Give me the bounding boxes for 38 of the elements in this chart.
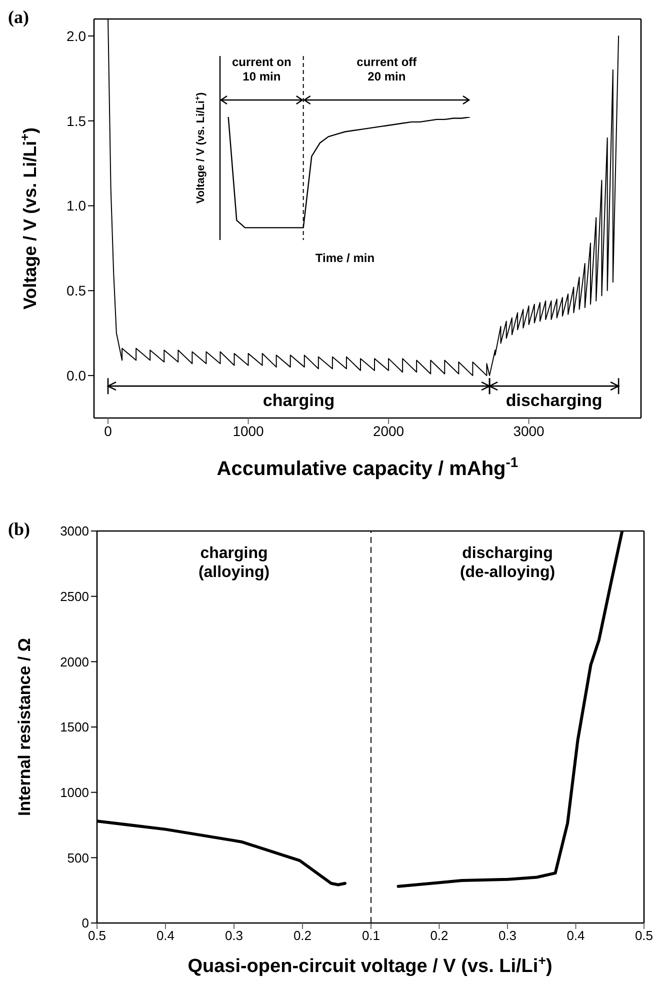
y-tick-label: 0.5 <box>66 282 86 299</box>
annotation: current on 10 min <box>232 55 292 84</box>
x-tick-label: 1000 <box>232 422 264 439</box>
x-tick-label: 0.5 <box>634 928 654 944</box>
x-tick-label: 2000 <box>372 422 404 439</box>
annotation: discharging (de-alloying) <box>460 545 556 582</box>
y-tick-label: 0.0 <box>66 368 86 384</box>
x-tick-label: 0.5 <box>88 928 106 944</box>
annotation: charging (alloying) <box>198 545 270 582</box>
x-axis-title: Accumulative capacity / mAhg$^{-1}$ <box>216 454 518 480</box>
x-tick-label: 0.3 <box>224 928 244 944</box>
x-tick-label: 0.3 <box>498 928 517 944</box>
annotation: discharging <box>506 391 602 410</box>
chart-title: (a) <box>8 7 29 27</box>
y-tick-label: 3000 <box>60 524 89 539</box>
x-tick-label: 0.2 <box>293 928 312 944</box>
y-tick-label: 1000 <box>60 784 89 800</box>
chart-title: (b) <box>8 519 30 539</box>
y-tick-label: 1500 <box>60 720 89 735</box>
y-tick-label: 2.0 <box>66 28 86 44</box>
y-tick-label: 2000 <box>60 654 89 670</box>
x-tick-label: 0.1 <box>362 928 380 944</box>
y-axis-title: Internal resistance / Ω <box>15 638 34 816</box>
y-tick-label: 0 <box>82 916 89 931</box>
y-tick-label: 2500 <box>60 588 89 604</box>
x-tick-label: 3000 <box>513 422 545 439</box>
x-tick-label: 0 <box>104 422 112 439</box>
x-tick-label: 0.4 <box>156 928 175 944</box>
x-axis-title: Time / min <box>315 251 375 265</box>
line-series <box>108 19 620 376</box>
annotation: charging <box>262 391 335 410</box>
x-tick-label: 0.4 <box>566 928 585 944</box>
y-tick-label: 500 <box>67 850 89 866</box>
y-tick-label: 1.0 <box>66 198 86 214</box>
annotation: current off 20 min <box>356 55 418 84</box>
x-tick-label: 0.2 <box>430 928 448 944</box>
y-tick-label: 1.5 <box>66 112 86 129</box>
x-axis-title: Quasi-open-circuit voltage / V (vs. Li/Li$^{+}$) <box>188 952 552 977</box>
